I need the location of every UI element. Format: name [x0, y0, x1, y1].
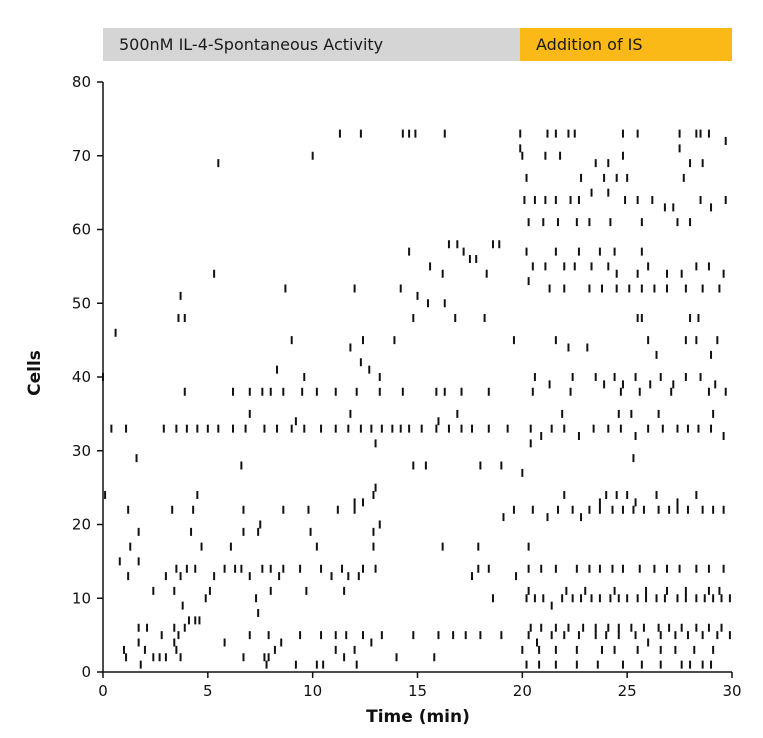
y-tick-label: 70 — [72, 147, 91, 165]
x-tick-label: 20 — [513, 682, 532, 700]
y-tick-label: 30 — [72, 442, 91, 460]
x-tick-label: 0 — [98, 682, 108, 700]
y-tick-label: 60 — [72, 221, 91, 239]
x-tick-label: 10 — [303, 682, 322, 700]
x-axis-ticks: 0 5 10 15 20 25 30 — [98, 672, 742, 700]
y-axis-title: Cells — [25, 350, 45, 396]
y-tick-label: 40 — [72, 368, 91, 386]
y-axis-ticks: 0 10 20 30 40 50 60 70 80 — [72, 73, 103, 681]
spike-marks — [102, 129, 731, 669]
y-tick-label: 50 — [72, 294, 91, 312]
x-tick-label: 15 — [408, 682, 427, 700]
x-tick-label: 5 — [203, 682, 213, 700]
y-tick-label: 10 — [72, 589, 91, 607]
phase-bar-spontaneous: 500nM IL-4-Spontaneous Activity — [103, 28, 520, 61]
x-axis-title: Time (min) — [366, 707, 470, 727]
y-tick-label: 0 — [81, 663, 91, 681]
x-tick-label: 30 — [722, 682, 741, 700]
y-tick-label: 80 — [72, 73, 91, 91]
x-tick-label: 25 — [618, 682, 637, 700]
y-tick-label: 20 — [72, 516, 91, 534]
phase-bar-addition-is: Addition of IS — [520, 28, 732, 61]
